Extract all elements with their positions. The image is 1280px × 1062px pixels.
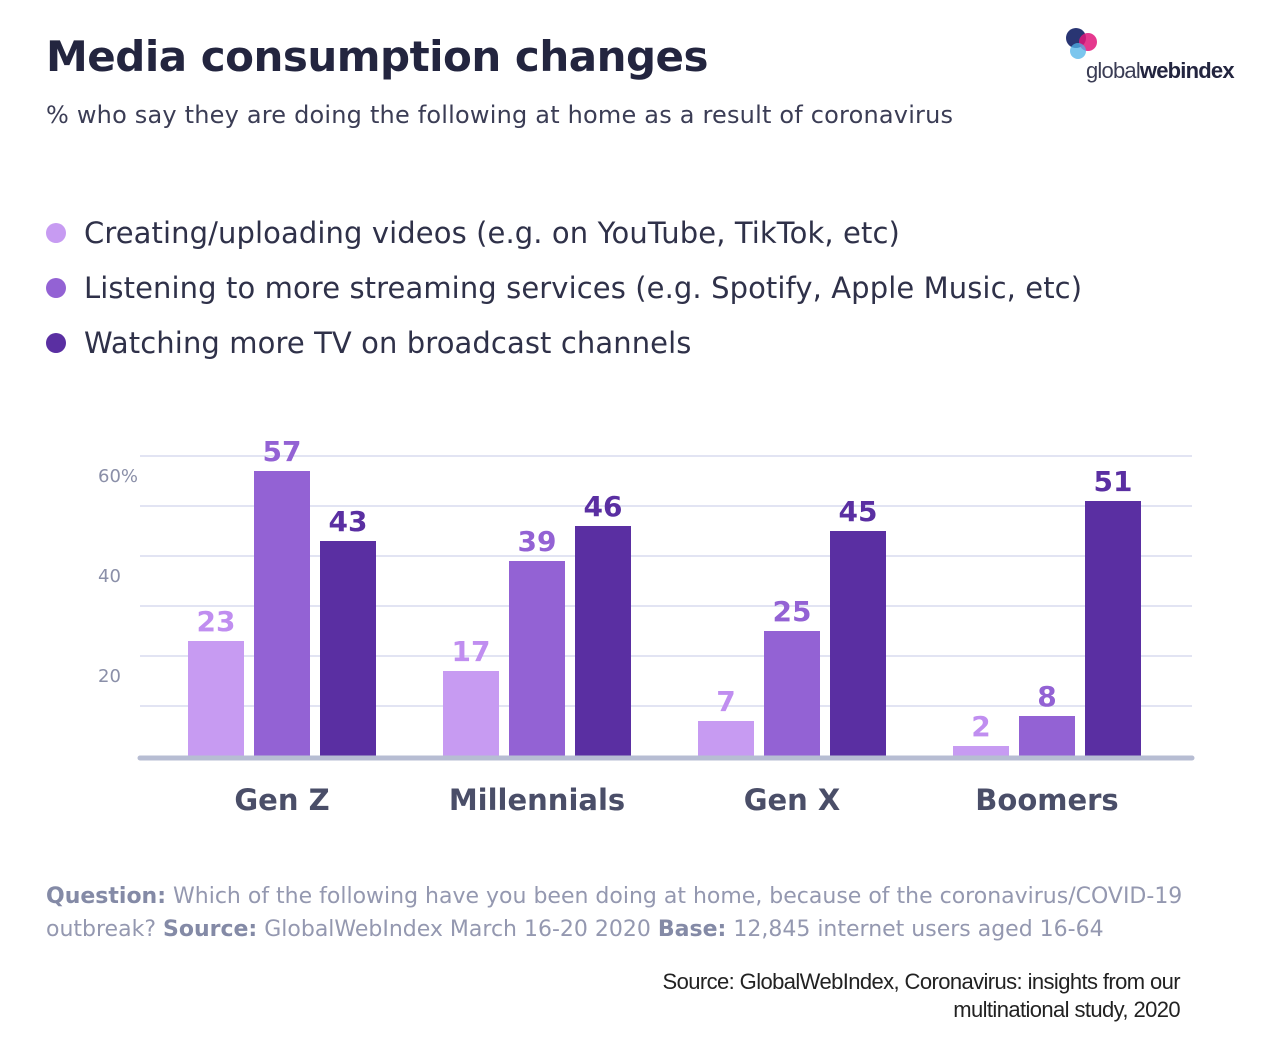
logo-text-light: global xyxy=(1086,58,1141,83)
bar-value-label: 23 xyxy=(197,605,236,638)
bar xyxy=(575,526,631,756)
bar xyxy=(953,746,1009,756)
legend-item-streaming-services: Listening to more streaming services (e.… xyxy=(46,260,1082,315)
bar xyxy=(1019,716,1075,756)
y-tick-label: 20 xyxy=(98,666,121,687)
bar-value-label: 2 xyxy=(971,710,990,743)
bar-value-label: 7 xyxy=(716,685,735,718)
bar-value-label: 39 xyxy=(518,525,557,558)
source-text: GlobalWebIndex March 16-20 2020 xyxy=(264,917,651,942)
bar xyxy=(443,671,499,756)
logo-wordmark: globalwebindex xyxy=(1086,58,1235,84)
credit-line-1: Source: GlobalWebIndex, Coronavirus: ins… xyxy=(662,969,1181,994)
legend-swatch-broadcast-tv xyxy=(46,332,66,353)
bar xyxy=(320,541,376,756)
source-credit: Source: GlobalWebIndex, Coronavirus: ins… xyxy=(662,968,1181,1024)
logo-circles-icon xyxy=(1066,28,1097,59)
bar xyxy=(254,471,310,756)
bar xyxy=(830,531,886,756)
category-label: Millennials xyxy=(449,783,625,817)
base-text: 12,845 internet users aged 16-64 xyxy=(733,917,1104,942)
globalwebindex-logo: globalwebindex xyxy=(1060,24,1270,88)
legend-item-creating-videos: Creating/uploading videos (e.g. on YouTu… xyxy=(46,205,1082,260)
bar-value-label: 51 xyxy=(1094,465,1133,498)
bar-value-label: 8 xyxy=(1037,680,1056,713)
bar-value-label: 17 xyxy=(452,635,491,668)
legend-item-broadcast-tv: Watching more TV on broadcast channels xyxy=(46,315,1082,370)
y-tick-label: 60% xyxy=(98,466,138,487)
logo-text-bold: webindex xyxy=(1139,58,1235,83)
bar xyxy=(509,561,565,756)
chart-title: Media consumption changes xyxy=(46,32,709,81)
question-label: Question: xyxy=(46,884,167,909)
bar xyxy=(188,641,244,756)
credit-line-2: multinational study, 2020 xyxy=(953,997,1180,1022)
bar xyxy=(764,631,820,756)
legend-label: Creating/uploading videos (e.g. on YouTu… xyxy=(84,215,900,250)
legend-label: Watching more TV on broadcast channels xyxy=(84,325,692,360)
bar-value-label: 45 xyxy=(839,495,878,528)
bar-value-label: 25 xyxy=(773,595,812,628)
category-label: Gen Z xyxy=(234,783,329,817)
legend-swatch-streaming-services xyxy=(46,277,66,298)
legend-label: Listening to more streaming services (e.… xyxy=(84,270,1083,305)
question-text: Which of the following have you been doi… xyxy=(46,884,1183,942)
bar-chart: 20 40 60% 23 17 7 2 57 39 25 8 43 46 45 51 Gen Z Millenn… xyxy=(98,435,1195,817)
category-label: Gen X xyxy=(744,783,841,817)
bar-value-label: 57 xyxy=(263,435,302,468)
base-label: Base: xyxy=(657,917,727,942)
category-label: Boomers xyxy=(975,783,1118,817)
y-tick-label: 40 xyxy=(98,566,121,587)
legend-swatch-creating-videos xyxy=(46,222,66,243)
chart-legend: Creating/uploading videos (e.g. on YouTu… xyxy=(46,205,1082,370)
chart-subtitle: % who say they are doing the following a… xyxy=(46,101,954,129)
chart-footnote: Question: Which of the following have yo… xyxy=(46,880,1206,946)
bar-value-label: 43 xyxy=(329,505,368,538)
bar xyxy=(698,721,754,756)
bar xyxy=(1085,501,1141,756)
source-label: Source: xyxy=(163,917,258,942)
bar-value-label: 46 xyxy=(584,490,623,523)
